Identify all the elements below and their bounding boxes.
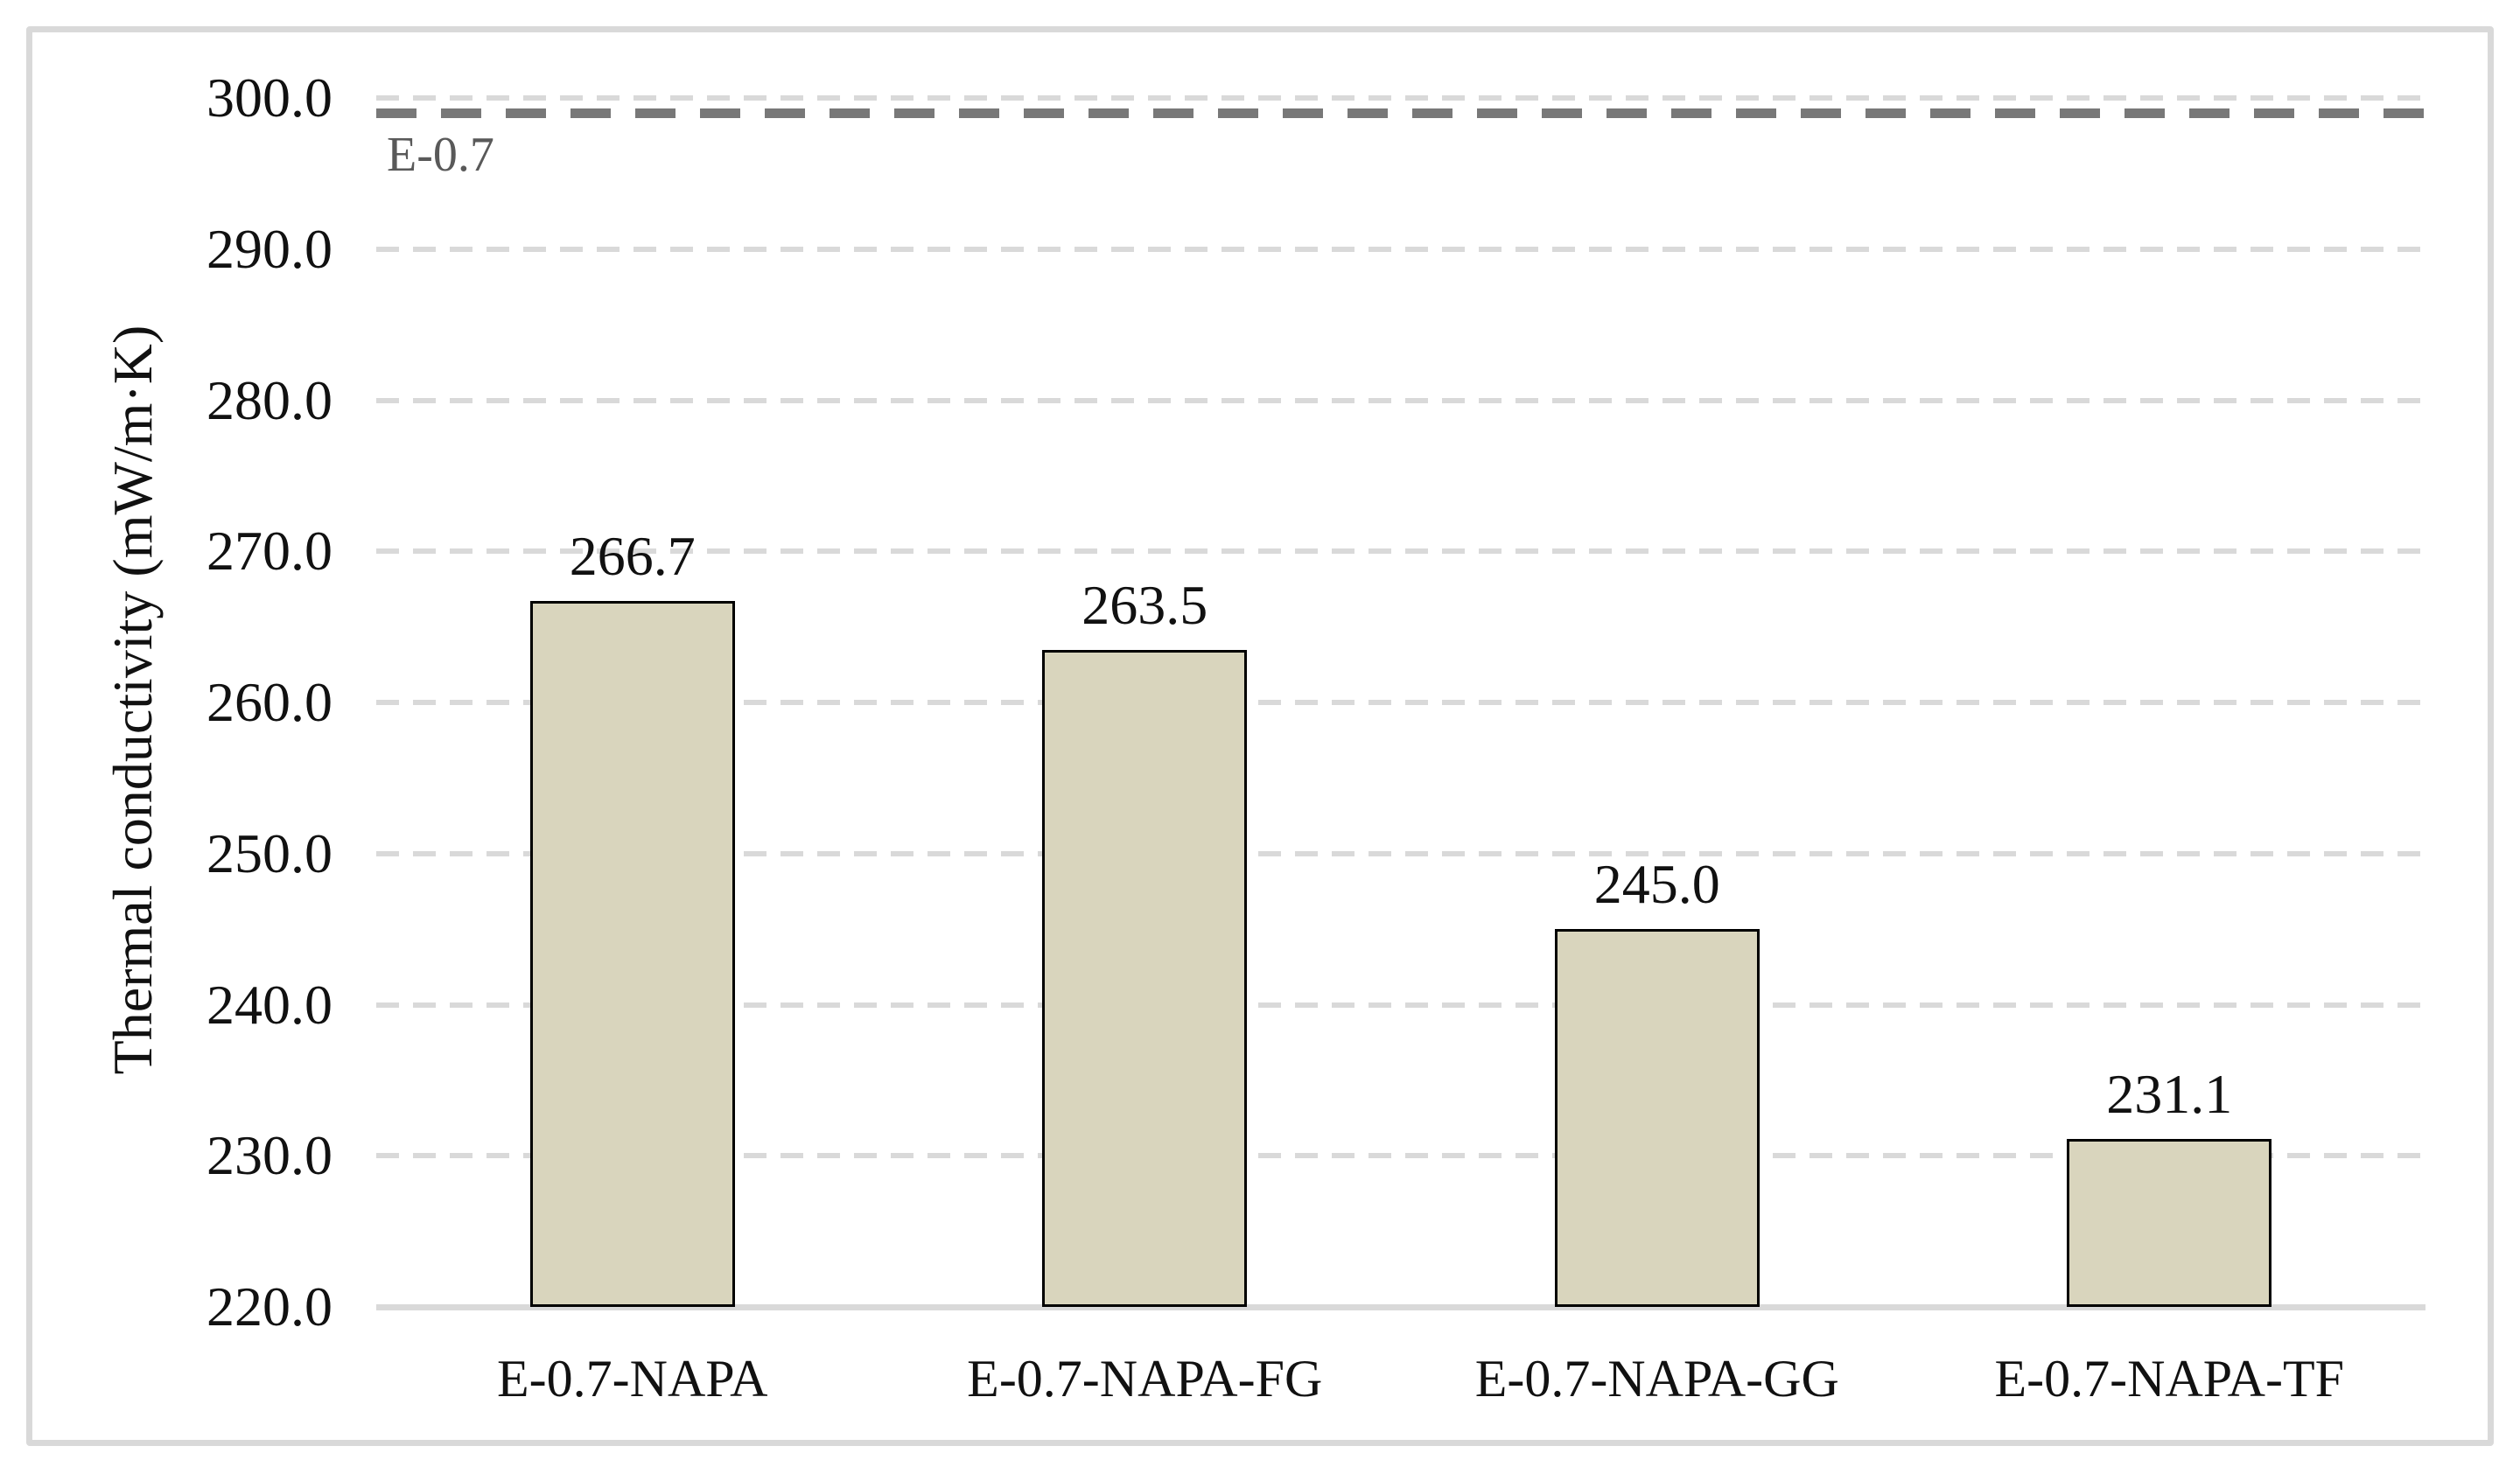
gridline-240 xyxy=(376,1002,2431,1008)
y-tick-label: 240.0 xyxy=(206,973,332,1036)
gridline-250 xyxy=(376,850,2431,856)
gridline-230 xyxy=(376,1153,2431,1159)
bar-E-0.7-NAPA-FG xyxy=(1042,649,1248,1307)
y-tick-label: 260.0 xyxy=(206,671,332,733)
gridline-290 xyxy=(376,246,2431,252)
y-tick-label: 300.0 xyxy=(206,66,332,129)
bar-value-label: 231.1 xyxy=(2106,1063,2233,1126)
figure-border xyxy=(26,26,2494,1446)
y-tick-label: 270.0 xyxy=(206,520,332,583)
bar-value-label: 245.0 xyxy=(1593,853,1720,916)
bar-value-label: 263.5 xyxy=(1082,573,1208,636)
y-tick-label: 290.0 xyxy=(206,217,332,280)
bar-value-label: 266.7 xyxy=(569,525,696,588)
y-tick-label: 250.0 xyxy=(206,821,332,884)
reference-line-label: E-0.7 xyxy=(387,128,494,183)
x-axis-line xyxy=(376,1304,2426,1310)
bar-E-0.7-NAPA-GG xyxy=(1554,929,1760,1307)
gridline-300 xyxy=(376,95,2431,101)
x-category-label: E-0.7-NAPA-TF xyxy=(1994,1350,2344,1408)
y-tick-label: 230.0 xyxy=(206,1124,332,1187)
gridline-280 xyxy=(376,397,2431,403)
gridline-270 xyxy=(376,548,2431,555)
bar-E-0.7-NAPA-TF xyxy=(2067,1139,2272,1307)
reference-line xyxy=(376,108,2431,119)
y-tick-label: 280.0 xyxy=(206,368,332,431)
bar-E-0.7-NAPA xyxy=(529,601,735,1307)
y-tick-label: 220.0 xyxy=(206,1275,332,1338)
gridline-260 xyxy=(376,700,2431,705)
x-category-label: E-0.7-NAPA xyxy=(497,1350,768,1408)
x-category-label: E-0.7-NAPA-FG xyxy=(967,1350,1323,1408)
x-category-label: E-0.7-NAPA-GG xyxy=(1474,1350,1839,1408)
